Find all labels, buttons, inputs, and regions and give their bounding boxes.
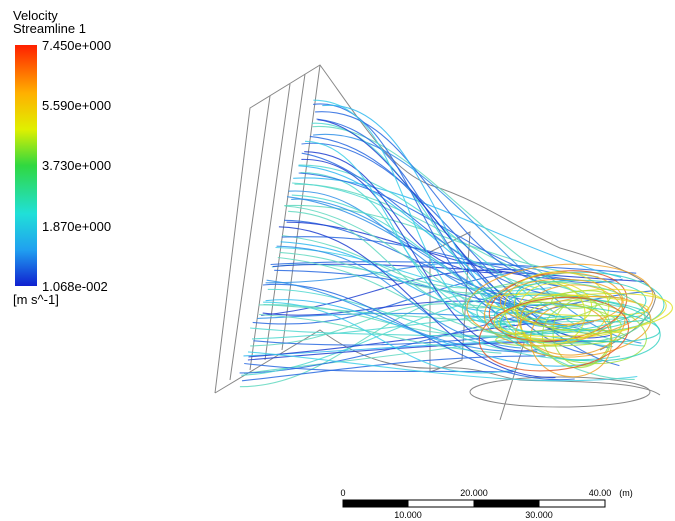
scale-label: 0: [340, 488, 345, 498]
legend-label: 7.450e+000: [42, 38, 111, 53]
page: Velocity Streamline 1 7.450e+000 5.590e+…: [0, 0, 675, 521]
scale-segment: [539, 500, 605, 507]
scale-segment: [343, 500, 408, 507]
legend-unit: [m s^-1]: [13, 292, 59, 307]
streamline: [322, 105, 564, 326]
streamlines: [240, 100, 675, 387]
legend-label: 5.590e+000: [42, 98, 111, 113]
viewer: Velocity Streamline 1 7.450e+000 5.590e+…: [0, 0, 675, 521]
streamline: [282, 237, 571, 280]
scale-label: 20.000: [460, 488, 488, 498]
scale-segment: [474, 500, 539, 507]
legend-label: 1.870e+000: [42, 219, 111, 234]
streamline: [263, 302, 519, 373]
scale-label: 40.00: [589, 488, 612, 498]
scale-segment: [408, 500, 474, 507]
color-legend: Velocity Streamline 1 7.450e+000 5.590e+…: [13, 8, 111, 307]
color-bar: [15, 45, 37, 286]
scale-bar: 0 20.000 40.00 (m) 10.000 30.000: [340, 488, 632, 520]
scale-label: 10.000: [394, 510, 422, 520]
legend-label: 3.730e+000: [42, 158, 111, 173]
legend-subtitle: Streamline 1: [13, 21, 86, 36]
scale-unit: (m): [619, 488, 633, 498]
scale-label: 30.000: [525, 510, 553, 520]
